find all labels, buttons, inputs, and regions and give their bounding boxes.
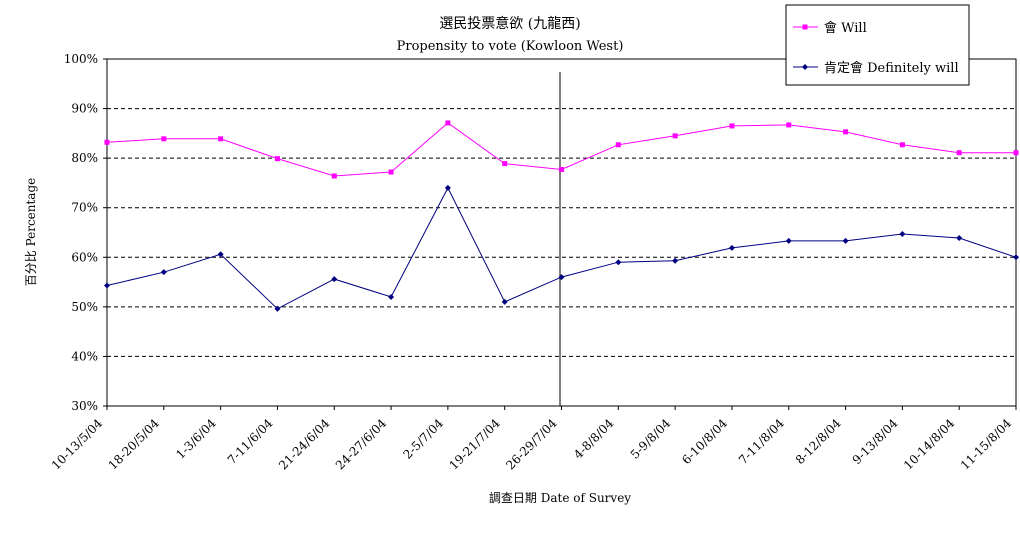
data-point [331, 173, 337, 179]
x-tick-label: 18-20/5/04 [106, 416, 163, 473]
data-point [331, 276, 338, 283]
x-tick-label: 24-27/6/04 [333, 416, 390, 473]
y-tick-label: 70% [71, 201, 98, 215]
x-axis-label: 調查日期 Date of Survey [489, 491, 631, 505]
data-point [501, 298, 508, 305]
data-point [842, 237, 849, 244]
data-point [558, 274, 565, 281]
data-point [218, 136, 224, 142]
legend-marker-definitely-will [802, 64, 808, 70]
gridlines [107, 108, 1016, 357]
data-point [956, 234, 963, 241]
data-point [729, 123, 735, 129]
chart-subtitle: Propensity to vote (Kowloon West) [397, 39, 624, 54]
y-tick-label: 40% [71, 349, 98, 363]
x-tick-label: 19-21/7/04 [447, 416, 504, 473]
y-tick-label: 30% [71, 399, 98, 413]
x-tick-label: 10-13/5/04 [49, 416, 106, 473]
x-tick-label: 26-29/7/04 [503, 416, 560, 473]
legend-label-will: 會 Will [824, 21, 867, 36]
data-point [843, 129, 849, 135]
plot-area [106, 58, 1017, 407]
x-tick-label: 9-13/8/04 [850, 416, 901, 467]
data-point [104, 282, 110, 289]
data-point [1013, 254, 1019, 261]
x-tick-label: 6-10/8/04 [679, 416, 730, 467]
data-point [160, 269, 167, 276]
series-layer [104, 120, 1019, 312]
data-point [388, 169, 394, 175]
y-tick-label: 50% [71, 300, 98, 314]
x-tick-label: 5-9/8/04 [628, 416, 674, 462]
data-point [444, 184, 451, 191]
data-point [672, 257, 679, 264]
x-tick-label: 2-5/7/04 [401, 416, 447, 462]
chart-title: 選民投票意欲 (九龍西) [439, 15, 580, 32]
legend-marker-will [802, 24, 808, 30]
x-tick-label: 8-12/8/04 [793, 416, 844, 467]
data-point [1013, 150, 1019, 156]
legend-box [785, 4, 970, 86]
data-point [672, 133, 678, 139]
data-point [899, 142, 905, 148]
data-point [786, 122, 792, 128]
y-tick-labels: 30% 40% 50% 60% 70% 80% 90% 100% [64, 52, 107, 413]
data-point [104, 139, 110, 145]
x-tick-labels: 10-13/5/04 18-20/5/04 1-3/6/04 7-11/6/04 21-… [49, 406, 1017, 473]
data-point [615, 142, 621, 148]
y-axis-label: 百分比 Percentage [24, 178, 38, 287]
x-tick-label: 1-3/6/04 [173, 416, 219, 462]
y-tick-label: 100% [64, 52, 98, 66]
x-tick-label: 21-24/6/04 [276, 416, 333, 473]
series-1 [104, 184, 1019, 312]
x-tick-label: 11-15/8/04 [958, 416, 1015, 473]
data-point [217, 251, 224, 258]
series-line [106, 186, 1017, 310]
data-point [161, 136, 167, 142]
x-tick-label: 7-11/8/04 [736, 416, 787, 467]
data-point [274, 156, 280, 162]
data-point [388, 293, 395, 300]
data-point [785, 237, 792, 244]
data-point [274, 305, 281, 312]
x-tick-label: 7-11/6/04 [225, 416, 276, 467]
x-tick-label: 10-14/8/04 [901, 416, 958, 473]
data-point [615, 259, 622, 266]
data-point [445, 120, 451, 126]
x-tick-label: 4-8/8/04 [571, 416, 617, 462]
data-point [559, 167, 564, 173]
y-tick-label: 90% [71, 102, 98, 116]
legend-label-definitely-will: 肯定會 Definitely will [824, 61, 959, 76]
data-point [728, 244, 735, 251]
legend: 會 Will 肯定會 Definitely will [785, 4, 970, 86]
data-point [899, 230, 906, 237]
y-tick-label: 80% [71, 151, 98, 165]
y-tick-label: 60% [71, 250, 98, 264]
data-point [502, 161, 508, 167]
series-0 [104, 120, 1019, 179]
data-point [956, 150, 962, 156]
